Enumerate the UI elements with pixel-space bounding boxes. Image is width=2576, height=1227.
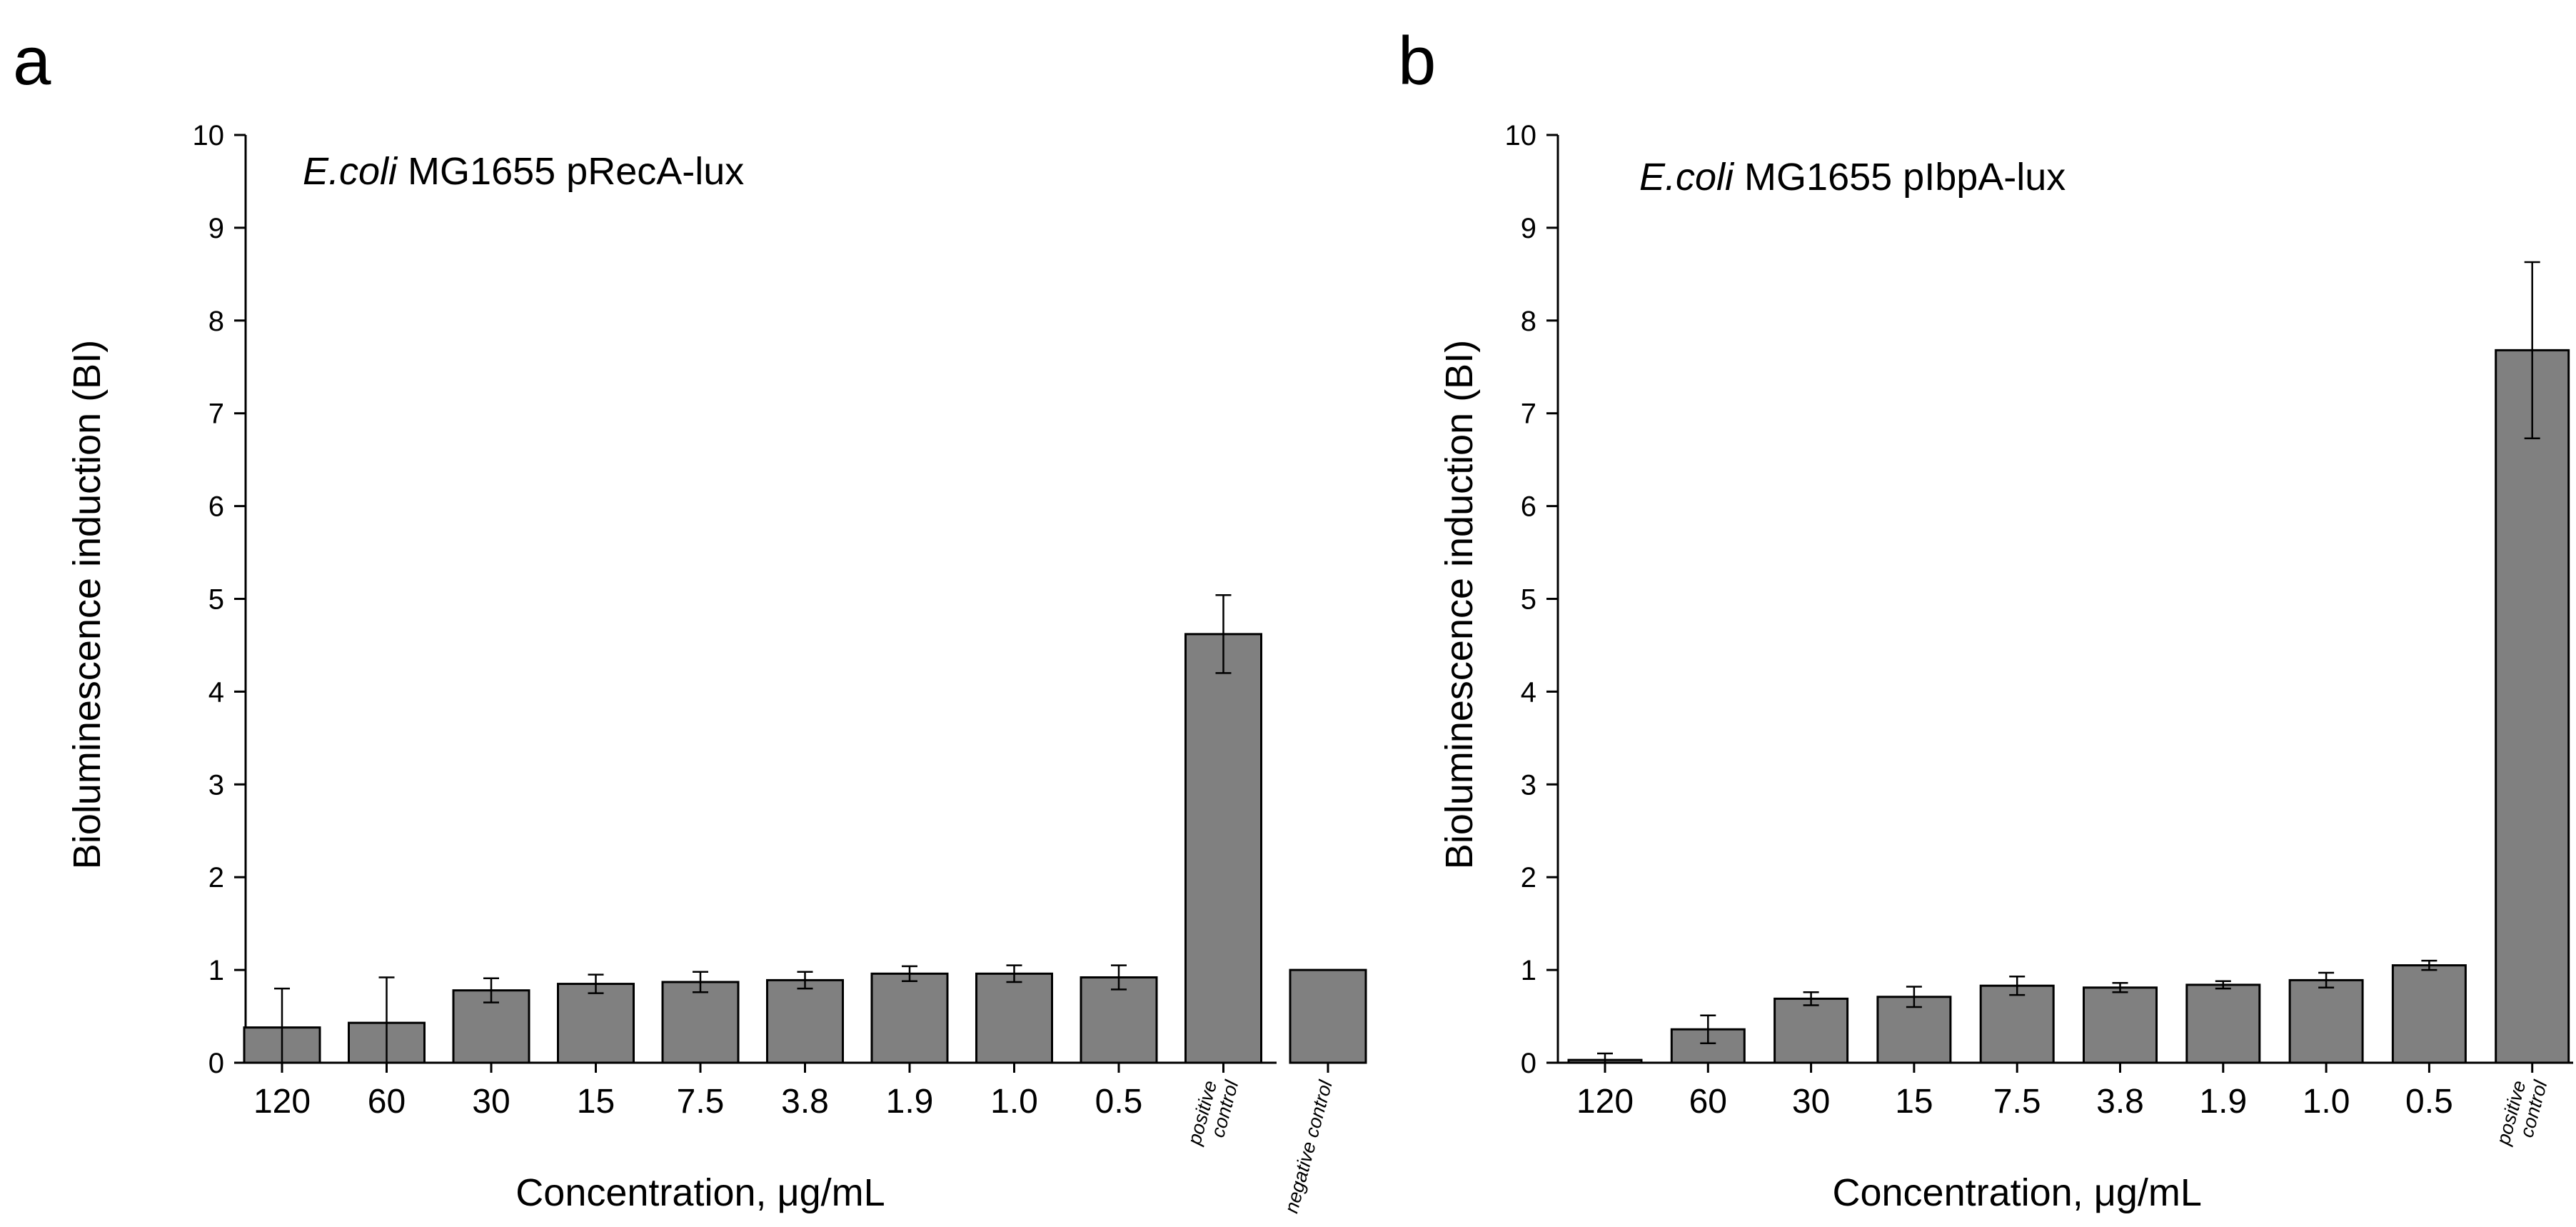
y-tick-label: 0 — [1521, 1048, 1536, 1079]
y-tick-label: 4 — [208, 676, 224, 708]
bar — [766, 978, 844, 1064]
y-tick-label: 1 — [1521, 955, 1536, 986]
bar — [2083, 986, 2158, 1064]
y-tick-label: 6 — [1521, 491, 1536, 523]
bar — [2288, 978, 2364, 1064]
panel-b-chart: b E.coli MG1655 pIbpA-lux 0 1 2 3 4 5 6 7 8 9 10 Biol… — [1398, 23, 2573, 1214]
bar — [661, 981, 740, 1064]
chart-title-italic: E.coli — [1639, 156, 1735, 199]
y-tick-label: 5 — [1521, 584, 1536, 616]
bar — [870, 972, 949, 1064]
x-tick-label: 1.9 — [886, 1083, 934, 1121]
panel-letter-a: a — [13, 23, 51, 99]
chart-title-rest: MG1655 pIbpA-lux — [1734, 156, 2066, 199]
x-tick-label: 1.0 — [2303, 1083, 2350, 1121]
y-tick-label: 1 — [208, 955, 224, 986]
y-axis-title: Bioluminescence induction (BI) — [66, 340, 109, 869]
x-tick-label: 15 — [577, 1083, 615, 1121]
y-tick-label: 10 — [1505, 120, 1537, 151]
bar — [1184, 633, 1262, 1064]
y-tick-label: 2 — [1521, 862, 1536, 893]
x-tick-label: 3.8 — [2096, 1083, 2144, 1121]
x-tick-label: 15 — [1895, 1083, 1933, 1121]
x-tick-label: 30 — [472, 1083, 510, 1121]
x-tick-label: 3.8 — [781, 1083, 829, 1121]
x-tick-label: 1.9 — [2199, 1083, 2247, 1121]
x-tick-label: 1.0 — [990, 1083, 1038, 1121]
bar — [1773, 997, 1849, 1064]
chart-title: E.coli MG1655 pIbpA-lux — [1639, 156, 2066, 199]
y-tick-label: 3 — [1521, 769, 1536, 801]
x-tick-label: 120 — [253, 1083, 311, 1121]
x-tick-label: 7.5 — [1993, 1083, 2041, 1121]
x-tick-label: 120 — [1576, 1083, 1634, 1121]
x-tick-label: 30 — [1792, 1083, 1830, 1121]
x-tick-label: 60 — [368, 1083, 406, 1121]
y-tick-label: 6 — [208, 491, 224, 523]
bar — [557, 983, 635, 1064]
y-tick-label: 4 — [1521, 676, 1536, 708]
bar — [1289, 968, 1367, 1064]
bar — [2185, 983, 2261, 1064]
bar — [2391, 964, 2467, 1064]
chart-title: E.coli MG1655 pRecA-lux — [303, 150, 744, 193]
y-tick-label: 9 — [208, 213, 224, 244]
x-tick-label: 0.5 — [1095, 1083, 1143, 1121]
chart-title-rest: MG1655 pRecA-lux — [397, 150, 744, 193]
y-tick-label: 7 — [1521, 399, 1536, 430]
x-tick-label: 0.5 — [2405, 1083, 2453, 1121]
y-tick-label: 8 — [208, 306, 224, 337]
y-tick-label: 2 — [208, 862, 224, 893]
y-tick-label: 5 — [208, 584, 224, 616]
y-tick-label: 7 — [208, 399, 224, 430]
bar — [2495, 349, 2570, 1064]
chart-title-italic: E.coli — [303, 150, 398, 193]
y-tick-label: 8 — [1521, 306, 1536, 337]
x-axis-title: Concentration, μg/mL — [1833, 1171, 2202, 1214]
x-tick-label-control: negative control — [1280, 1078, 1337, 1216]
y-tick-label: 0 — [208, 1048, 224, 1079]
panel-a-chart: a E.coli MG1655 pRecA-lux 0 1 2 3 4 5 6 7 8 9 10 Biol… — [13, 23, 1367, 1216]
y-tick-label: 9 — [1521, 213, 1536, 244]
bar — [1979, 984, 2055, 1064]
y-tick-label: 10 — [193, 120, 225, 151]
y-tick-label: 3 — [208, 769, 224, 801]
bar — [975, 972, 1053, 1064]
panel-letter-b: b — [1398, 23, 1436, 99]
y-axis-title: Bioluminescence induction (BI) — [1438, 340, 1481, 869]
x-tick-label: 60 — [1689, 1083, 1727, 1121]
x-axis-title: Concentration, μg/mL — [515, 1171, 885, 1214]
x-tick-label: 7.5 — [677, 1083, 725, 1121]
